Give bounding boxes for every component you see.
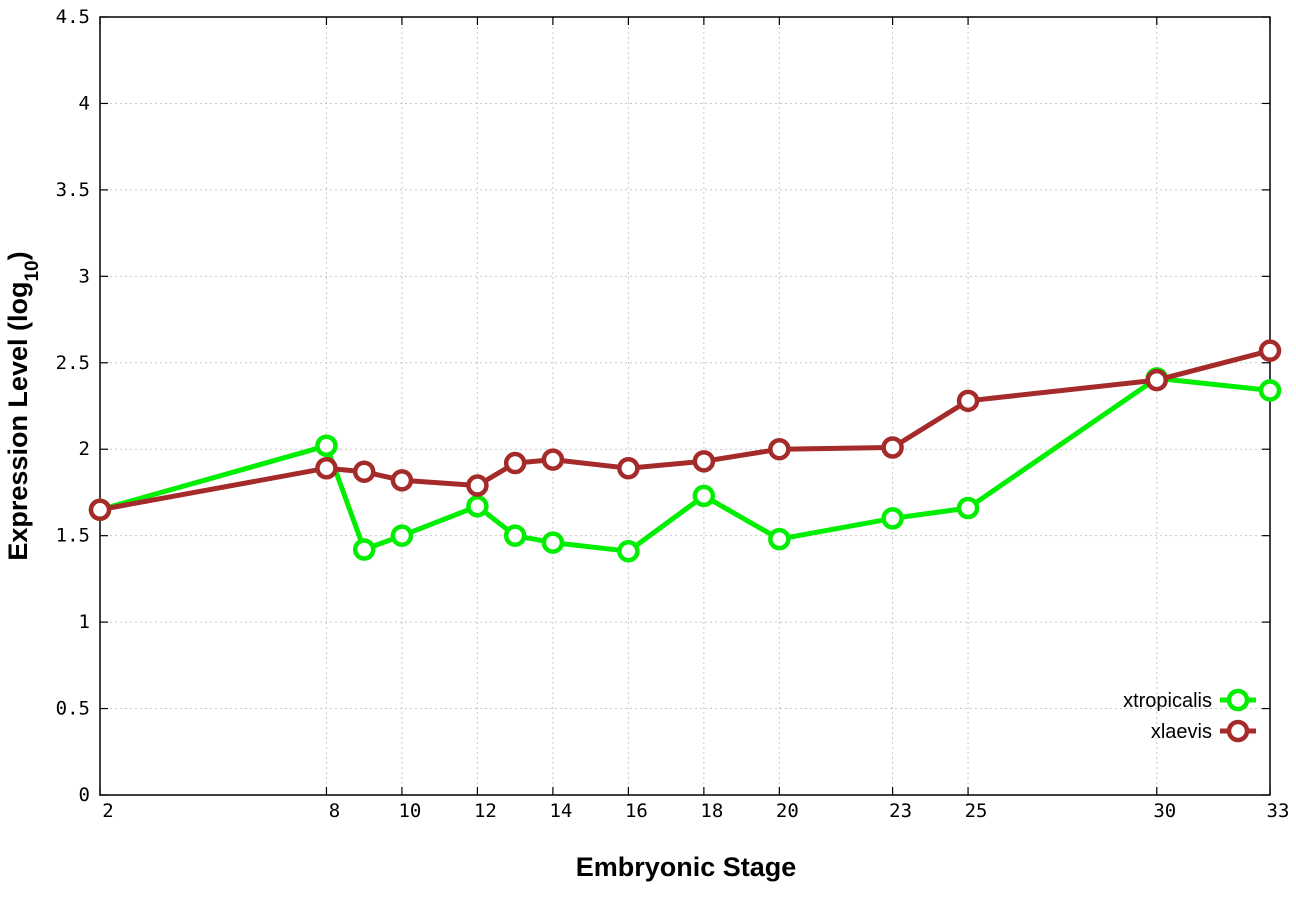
legend-swatch-marker bbox=[1226, 688, 1250, 712]
data-point-xlaevis bbox=[692, 450, 716, 473]
y-tick-label: 4 bbox=[79, 92, 90, 114]
y-tick-label: 1.5 bbox=[56, 525, 90, 547]
data-point-xtropicalis bbox=[390, 524, 414, 547]
data-point-xtropicalis bbox=[692, 484, 716, 508]
x-axis-title: Embryonic Stage bbox=[576, 852, 797, 882]
data-point-xtropicalis bbox=[466, 495, 489, 518]
data-point-xlaevis bbox=[503, 451, 527, 475]
x-tick-label: 10 bbox=[398, 800, 421, 822]
data-point-xtropicalis bbox=[956, 496, 980, 520]
x-tick-label: 30 bbox=[1153, 800, 1176, 822]
x-tick-label: 23 bbox=[889, 800, 912, 822]
x-tick-label: 25 bbox=[965, 800, 988, 822]
data-point-xlaevis bbox=[1258, 339, 1282, 362]
data-point-xlaevis bbox=[541, 448, 565, 471]
y-axis-title-paren-close: ) bbox=[3, 251, 33, 260]
y-tick-label: 3.5 bbox=[56, 179, 90, 201]
y-tick-label: 4.5 bbox=[56, 6, 90, 28]
x-tick-label: 14 bbox=[549, 800, 572, 822]
x-tick-label: 33 bbox=[1267, 800, 1290, 822]
grid bbox=[100, 17, 1270, 795]
legend-entry-xtropicalis: xtropicalis bbox=[1123, 688, 1256, 712]
y-tick-label: 0.5 bbox=[56, 698, 90, 720]
data-point-xlaevis bbox=[956, 389, 980, 413]
x-tick-label: 8 bbox=[329, 800, 340, 822]
legend-entry-xlaevis: xlaevis bbox=[1151, 719, 1256, 743]
x-tick-label: 16 bbox=[625, 800, 648, 822]
series bbox=[88, 339, 1282, 563]
plot-border bbox=[99, 16, 1271, 796]
tick-labels: 2 8 10 12 14 16 18 20 23 25 30 33 0 0.5 1 1.5 2 2.5 3 3.5 4 4… bbox=[56, 6, 1290, 822]
data-point-xlaevis bbox=[1145, 368, 1169, 392]
data-point-xlaevis bbox=[617, 456, 640, 480]
x-tick-label: 12 bbox=[474, 800, 497, 822]
x-tick-label: 18 bbox=[700, 800, 723, 822]
x-tick-label: 2 bbox=[102, 800, 113, 822]
y-tick-label: 2.5 bbox=[56, 352, 90, 374]
y-tick-label: 1 bbox=[79, 611, 90, 633]
y-axis-title-main: Expression Level bbox=[3, 339, 33, 561]
data-point-xtropicalis bbox=[617, 539, 640, 563]
data-point-xtropicalis bbox=[1258, 379, 1282, 402]
legend: xtropicalis xlaevis bbox=[1123, 688, 1256, 743]
y-tick-label: 3 bbox=[79, 265, 90, 287]
y-tick-label: 0 bbox=[79, 784, 90, 806]
y-tick-label: 2 bbox=[79, 438, 90, 460]
x-tick-label: 20 bbox=[776, 800, 799, 822]
legend-swatch-marker bbox=[1226, 719, 1250, 743]
data-point-xlaevis bbox=[352, 460, 376, 483]
series-xlaevis bbox=[88, 339, 1282, 521]
data-point-xtropicalis bbox=[881, 507, 904, 530]
data-point-xtropicalis bbox=[352, 538, 376, 561]
data-point-xlaevis bbox=[315, 456, 338, 480]
data-point-xtropicalis bbox=[768, 527, 791, 551]
legend-label: xlaevis bbox=[1151, 721, 1212, 743]
y-axis-title-subscript: 10 bbox=[22, 260, 43, 281]
y-axis-title-log: log bbox=[3, 282, 33, 323]
data-point-xlaevis bbox=[881, 436, 904, 459]
data-point-xlaevis bbox=[390, 469, 414, 492]
data-point-xlaevis bbox=[466, 474, 489, 497]
legend-label: xtropicalis bbox=[1123, 690, 1212, 712]
y-axis-title: Expression Level (log10) bbox=[3, 251, 43, 560]
data-point-xtropicalis bbox=[315, 434, 338, 458]
data-point-xlaevis bbox=[768, 437, 791, 461]
data-point-xtropicalis bbox=[503, 524, 527, 547]
data-point-xlaevis bbox=[88, 498, 112, 521]
y-axis-title-paren-open: ( bbox=[3, 322, 33, 331]
data-point-xtropicalis bbox=[541, 531, 565, 554]
